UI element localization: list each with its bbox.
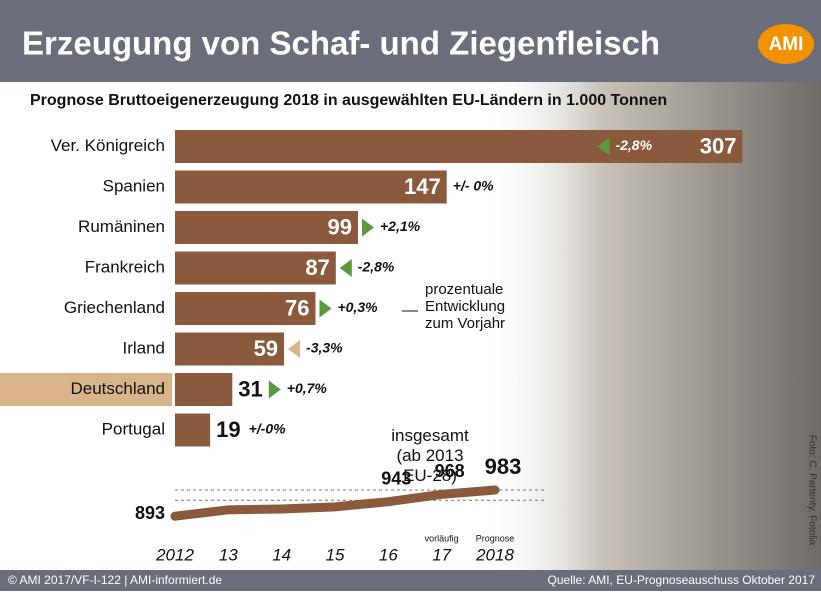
change-label: +0,3% xyxy=(337,299,378,315)
change-arrow xyxy=(597,137,610,156)
footer-left: © AMI 2017/VF-I-122 | AMI-informiert.de xyxy=(8,573,222,587)
category-label: Spanien xyxy=(103,176,165,195)
change-arrow xyxy=(288,340,301,358)
x-tick-label: 14 xyxy=(272,545,291,564)
x-tick-label: 16 xyxy=(379,545,398,564)
value-label: 147 xyxy=(404,174,441,199)
x-tick-label: 13 xyxy=(219,545,238,564)
bar xyxy=(175,130,743,163)
category-label: Portugal xyxy=(102,419,165,438)
value-label: 943 xyxy=(381,468,411,488)
change-arrow xyxy=(268,380,281,399)
bar xyxy=(175,292,316,325)
title-bar xyxy=(0,0,821,82)
x-tick-label: 17 xyxy=(432,545,451,564)
x-tick-label: 2012 xyxy=(155,545,194,564)
change-label: +0,7% xyxy=(287,380,328,396)
category-label: Frankreich xyxy=(85,257,165,276)
title: Erzeugung von Schaf- und Ziegenfleisch xyxy=(22,25,660,62)
value-label: 19 xyxy=(216,417,240,442)
change-label: -2,8% xyxy=(358,259,395,275)
subtitle: Prognose Bruttoeigenerzeugung 2018 in au… xyxy=(30,92,667,109)
footer-bar xyxy=(0,570,821,591)
total-line xyxy=(170,485,500,521)
value-label: 983 xyxy=(485,454,522,479)
bar xyxy=(175,251,336,285)
bar xyxy=(175,211,358,244)
change-label: -2,8% xyxy=(615,137,652,153)
value-label: 99 xyxy=(328,214,352,239)
x-sublabel: Prognose xyxy=(476,533,515,543)
change-label: +2,1% xyxy=(380,218,421,234)
bar xyxy=(175,332,285,366)
value-label: 893 xyxy=(135,503,165,523)
annotation: insgesamt (ab 2013 EU-28) xyxy=(391,426,469,485)
category-label: Griechenland xyxy=(64,298,165,317)
logo-bg xyxy=(758,24,814,64)
x-sublabel: vorläufig xyxy=(425,533,459,543)
category-label: Deutschland xyxy=(70,379,165,398)
bar xyxy=(175,170,447,204)
change-arrow xyxy=(361,218,374,237)
category-label: Irland xyxy=(122,338,165,357)
bar xyxy=(175,373,233,406)
logo: AMI xyxy=(769,34,804,55)
value-label: 76 xyxy=(285,295,309,320)
value-label: 307 xyxy=(700,133,737,158)
change-label: -3,3% xyxy=(306,340,343,356)
change-arrow xyxy=(319,299,332,318)
change-arrow xyxy=(339,259,352,277)
value-label: 59 xyxy=(254,336,278,361)
x-tick-label: 2018 xyxy=(475,545,514,564)
footer-right: Quelle: AMI, EU-Prognoseauschuss Oktober… xyxy=(548,573,816,587)
value-label: 87 xyxy=(305,255,329,280)
change-label: +/-0% xyxy=(249,421,287,437)
value-label: 968 xyxy=(435,461,465,481)
highlight-band xyxy=(0,373,172,406)
photo-credit: Foto: C. Partenty, Fotolia xyxy=(806,435,817,546)
x-tick-label: 15 xyxy=(326,545,345,564)
category-label: Rumäninen xyxy=(78,217,165,236)
value-label: 31 xyxy=(238,376,262,401)
bar xyxy=(175,413,211,447)
change-label: +/- 0% xyxy=(453,178,494,194)
category-label: Ver. Königreich xyxy=(51,136,165,155)
annotation: prozentuale Entwicklung zum Vorjahr xyxy=(425,281,505,332)
